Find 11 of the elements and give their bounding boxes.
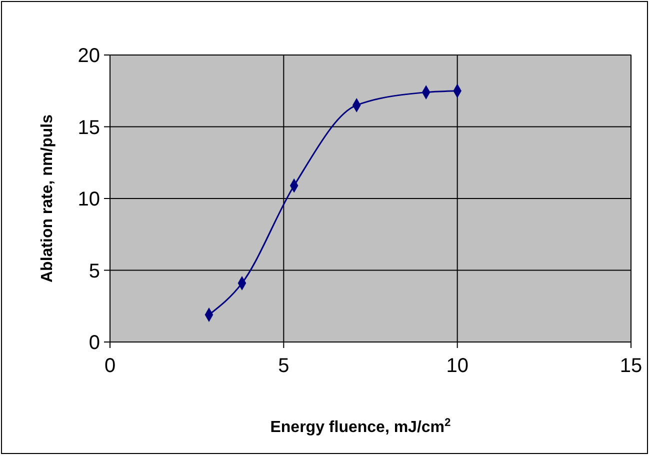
x-tick-label: 5	[278, 355, 290, 377]
y-axis-title: Ablation rate, nm/puls	[39, 114, 56, 283]
y-tick-label: 15	[78, 116, 100, 139]
x-axis-title: Energy fluence, mJ/cm$^{2}$	[270, 417, 451, 436]
y-tick-label: 20	[78, 45, 100, 67]
y-tick-label: 10	[78, 188, 100, 210]
y-tick-label: 5	[88, 260, 100, 282]
x-tick-label: 15	[620, 355, 642, 377]
x-tick-label: 0	[104, 355, 116, 377]
x-tick-label: 10	[446, 355, 468, 377]
y-tick-label: 0	[88, 332, 100, 354]
